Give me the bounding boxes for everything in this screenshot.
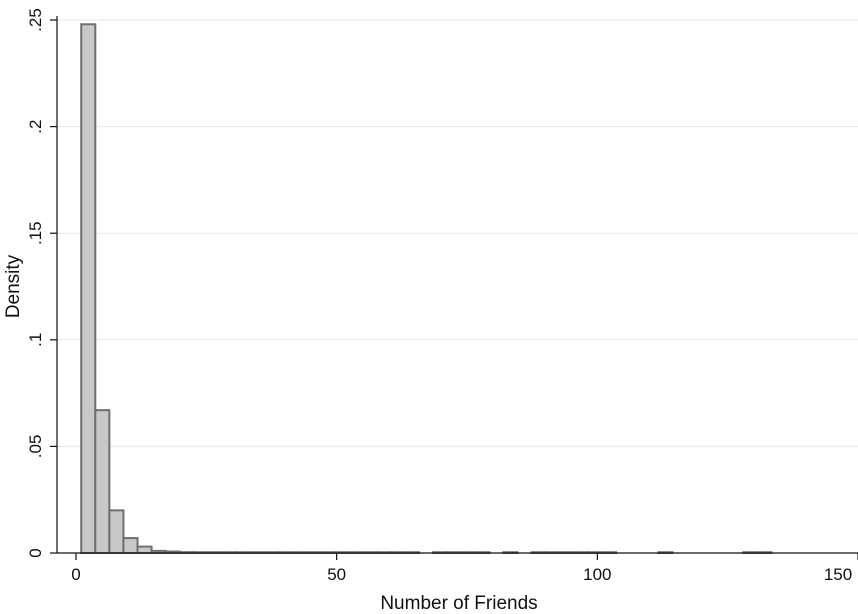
x-tick-label-2: 100 bbox=[583, 565, 611, 584]
axes bbox=[56, 16, 858, 554]
gridlines bbox=[57, 19, 858, 447]
y-tick-label-3: .15 bbox=[26, 221, 45, 245]
x-axis-title: Number of Friends bbox=[380, 593, 537, 614]
y-tick-label-5: .25 bbox=[26, 8, 45, 32]
y-tick-label-2: .1 bbox=[26, 333, 45, 347]
histogram-bar-4 bbox=[136, 545, 153, 555]
x-axis-ticks: 0 50 100 150 bbox=[71, 553, 858, 584]
histogram-bar-2 bbox=[108, 509, 125, 554]
y-axis-ticks: 0 .05 .1 .15 .2 .25 bbox=[26, 8, 57, 558]
x-tick-label-0: 0 bbox=[71, 565, 80, 584]
y-tick-label-4: .2 bbox=[26, 120, 45, 134]
histogram-bar-3 bbox=[122, 537, 139, 554]
y-axis-title: Density bbox=[3, 254, 24, 318]
x-tick-label-3: 150 bbox=[824, 565, 852, 584]
y-tick-label-0: 0 bbox=[26, 548, 45, 557]
histogram-bar-0 bbox=[80, 23, 97, 555]
histogram-bars bbox=[80, 23, 773, 555]
histogram-bar-1 bbox=[94, 409, 111, 554]
x-tick-label-1: 50 bbox=[327, 565, 346, 584]
y-tick-label-1: .05 bbox=[26, 435, 45, 459]
